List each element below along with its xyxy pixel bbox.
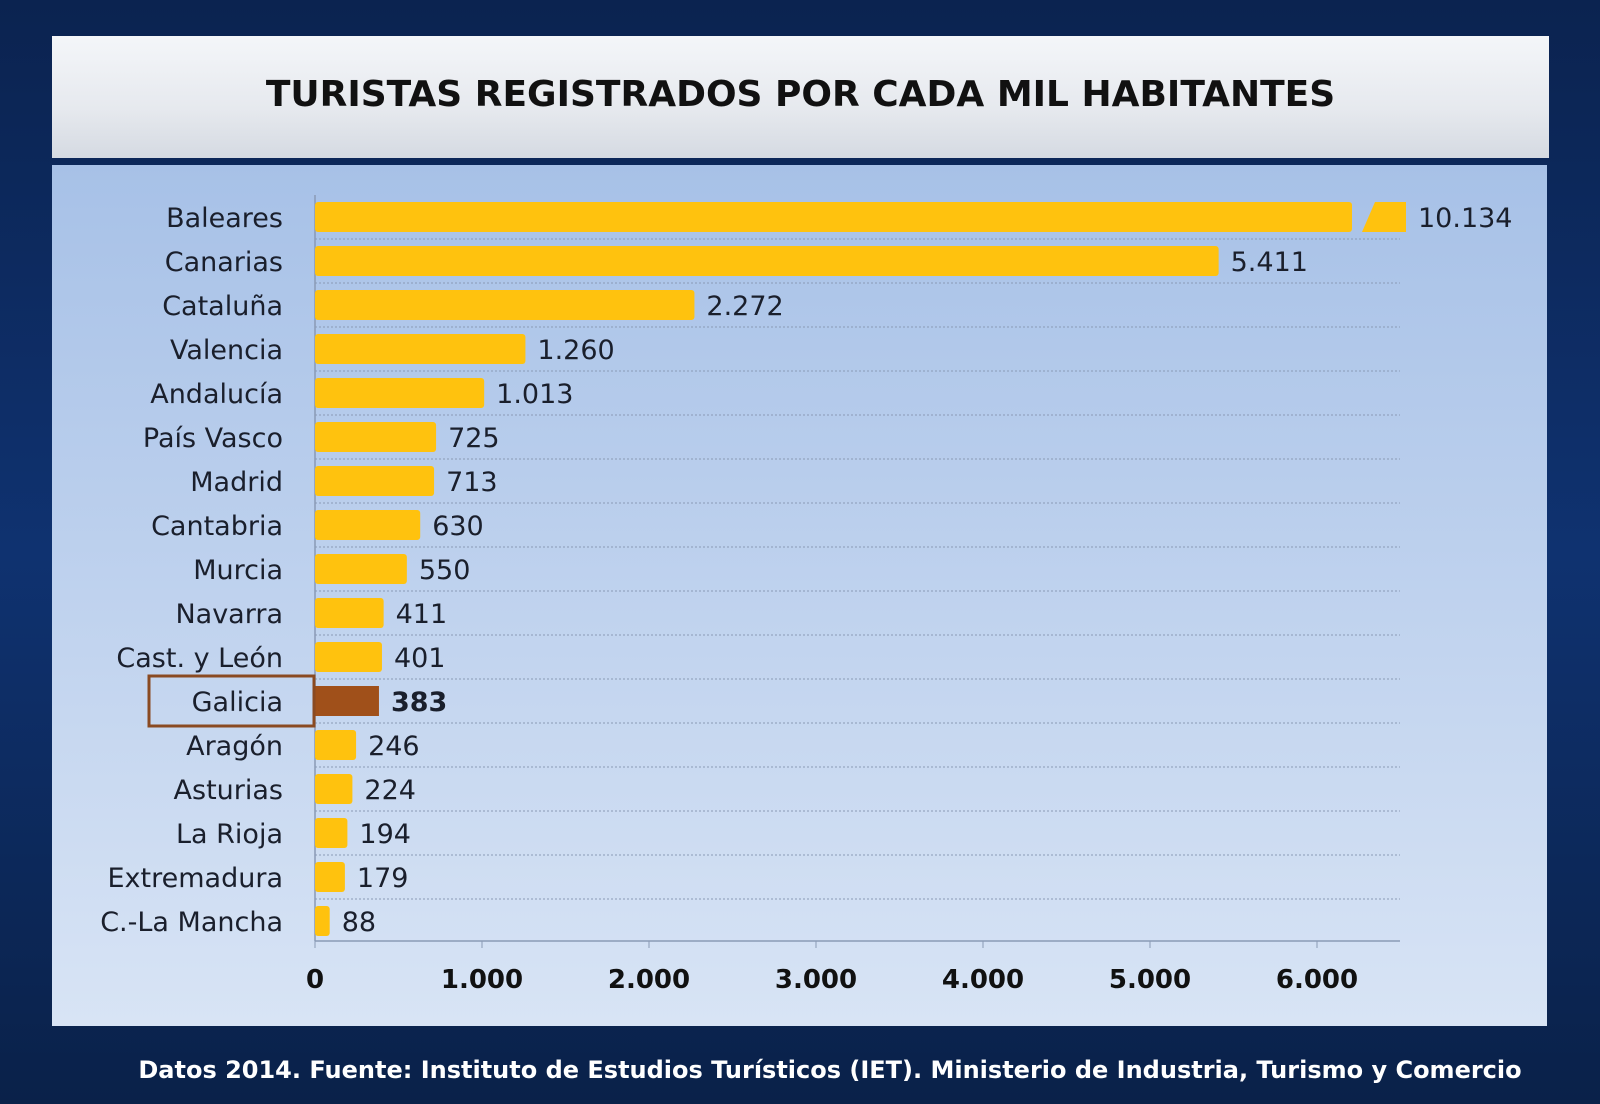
bar-break-segment bbox=[1362, 202, 1406, 232]
bar bbox=[315, 862, 345, 892]
value-label: 179 bbox=[357, 863, 409, 894]
category-label: Baleares bbox=[166, 203, 283, 234]
x-tick-label: 4.000 bbox=[942, 965, 1024, 995]
bar bbox=[315, 290, 695, 320]
highlight-box bbox=[147, 674, 316, 728]
bar bbox=[315, 774, 353, 804]
value-label: 2.272 bbox=[706, 291, 783, 322]
category-label: País Vasco bbox=[143, 423, 283, 454]
title-panel: TURISTAS REGISTRADOS POR CADA MIL HABITA… bbox=[52, 36, 1549, 158]
bar bbox=[315, 510, 421, 540]
category-label: Asturias bbox=[174, 775, 283, 806]
chart-title: TURISTAS REGISTRADOS POR CADA MIL HABITA… bbox=[265, 74, 1336, 115]
bar bbox=[315, 378, 485, 408]
value-label: 224 bbox=[364, 775, 416, 806]
bar-highlight bbox=[315, 686, 379, 716]
x-tick-label: 0 bbox=[306, 965, 324, 995]
bar bbox=[315, 598, 384, 628]
category-label: Andalucía bbox=[150, 379, 283, 410]
bar bbox=[315, 642, 382, 672]
category-label: Cast. y León bbox=[116, 643, 283, 674]
bar bbox=[315, 906, 330, 936]
bar bbox=[315, 466, 435, 496]
category-label: Navarra bbox=[175, 599, 283, 630]
category-label: Murcia bbox=[193, 555, 283, 586]
value-label: 713 bbox=[446, 467, 498, 498]
value-label: 401 bbox=[394, 643, 446, 674]
category-label: Madrid bbox=[190, 467, 283, 498]
chart-panel bbox=[52, 165, 1547, 1026]
x-tick-label: 5.000 bbox=[1109, 965, 1191, 995]
category-label: Aragón bbox=[186, 731, 283, 762]
value-label: 383 bbox=[391, 687, 447, 718]
bar bbox=[315, 554, 407, 584]
value-label: 550 bbox=[419, 555, 471, 586]
category-label: Extremadura bbox=[108, 863, 284, 894]
value-label: 194 bbox=[359, 819, 411, 850]
value-label: 88 bbox=[342, 907, 376, 938]
category-label: Cantabria bbox=[151, 511, 283, 542]
bar bbox=[315, 422, 437, 452]
value-label: 5.411 bbox=[1231, 247, 1308, 278]
category-label: C.-La Mancha bbox=[100, 907, 283, 938]
bar bbox=[315, 818, 348, 848]
category-label: Cataluña bbox=[162, 291, 283, 322]
x-tick-label: 6.000 bbox=[1276, 965, 1358, 995]
x-tick-label: 3.000 bbox=[775, 965, 857, 995]
bar bbox=[315, 202, 1352, 232]
value-label: 725 bbox=[448, 423, 500, 454]
value-label: 630 bbox=[432, 511, 484, 542]
value-label: 1.013 bbox=[496, 379, 573, 410]
source-footer: Datos 2014. Fuente: Instituto de Estudio… bbox=[138, 1056, 1522, 1084]
bar bbox=[315, 334, 526, 364]
value-label: 10.134 bbox=[1418, 203, 1512, 234]
value-label: 1.260 bbox=[537, 335, 614, 366]
bar bbox=[315, 730, 357, 760]
category-label: Canarias bbox=[165, 247, 283, 278]
category-label: La Rioja bbox=[176, 819, 283, 850]
category-label: Galicia bbox=[192, 687, 283, 718]
bar bbox=[315, 246, 1219, 276]
x-tick-label: 1.000 bbox=[441, 965, 523, 995]
x-tick-label: 2.000 bbox=[608, 965, 690, 995]
category-label: Valencia bbox=[170, 335, 283, 366]
value-label: 411 bbox=[396, 599, 448, 630]
value-label: 246 bbox=[368, 731, 420, 762]
